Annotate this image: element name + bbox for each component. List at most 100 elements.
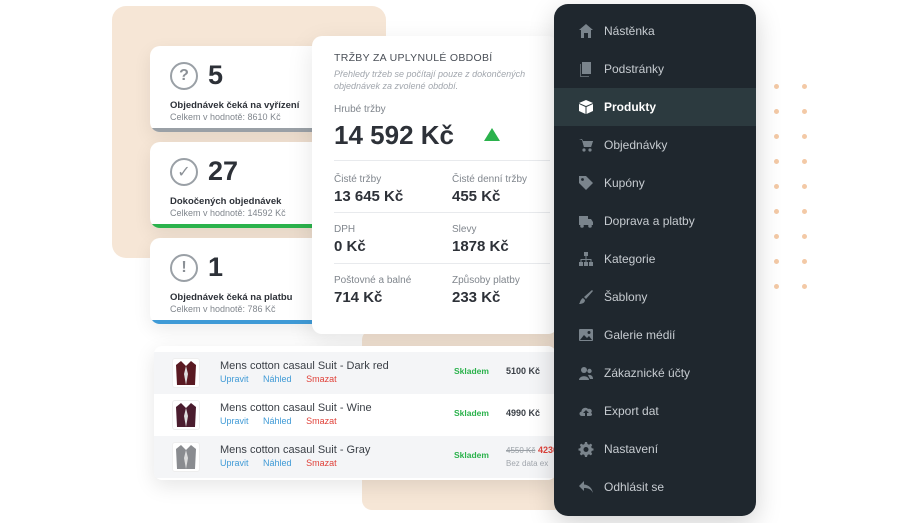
product-thumbnail[interactable] — [172, 358, 200, 388]
cell-value: 13 645 Kč — [334, 188, 404, 205]
decor-dot — [774, 234, 779, 239]
sidebar-item-11[interactable]: Export dat — [554, 392, 756, 430]
delete-link[interactable]: Smazat — [306, 458, 337, 468]
preview-link[interactable]: Náhled — [263, 416, 292, 426]
sales-title: TRŽBY ZA UPLYNULÉ OBDOBÍ — [334, 52, 493, 64]
cell-label: Čisté denní tržby — [452, 174, 528, 185]
cloud-upload-icon — [578, 403, 594, 419]
sidebar-item-2[interactable]: Podstránky — [554, 50, 756, 88]
sidebar-item-label: Kupóny — [604, 176, 645, 190]
sidebar-item-9[interactable]: Galerie médií — [554, 316, 756, 354]
gear-icon — [578, 441, 594, 457]
decor-dot — [802, 159, 807, 164]
edit-link[interactable]: Upravit — [220, 458, 249, 468]
suit-icon — [176, 403, 196, 427]
product-list: Mens cotton casaul Suit - Dark red Uprav… — [154, 346, 556, 480]
sidebar-item-13[interactable]: Odhlásit se — [554, 468, 756, 506]
cell-value: 233 Kč — [452, 289, 501, 306]
preview-link[interactable]: Náhled — [263, 458, 292, 468]
cell-value: 714 Kč — [334, 289, 383, 306]
users-icon — [578, 365, 594, 381]
suit-icon — [176, 445, 196, 469]
cell-label: DPH — [334, 224, 356, 235]
edit-link[interactable]: Upravit — [220, 374, 249, 384]
sales-cell-discounts: Slevy 1878 Kč — [452, 224, 562, 255]
stat-number: 27 — [208, 156, 239, 186]
decor-dot — [774, 159, 779, 164]
table-row[interactable]: Mens cotton casaul Suit - Wine Upravit N… — [154, 394, 556, 436]
sidebar-item-label: Odhlásit se — [604, 480, 665, 494]
row-actions: Upravit Náhled Smazat — [220, 416, 349, 426]
decor-dot — [774, 84, 779, 89]
stat-card-completed[interactable]: ✓ 27 Dokočených objednávek Celkem v hodn… — [150, 142, 330, 228]
sales-cell-shipping: Poštovné a balné 714 Kč — [334, 275, 444, 306]
exclamation-circle-icon: ! — [170, 254, 198, 282]
table-row[interactable]: Mens cotton casaul Suit - Dark red Uprav… — [154, 352, 556, 394]
delete-link[interactable]: Smazat — [306, 416, 337, 426]
sidebar-item-label: Doprava a platby — [604, 214, 695, 228]
cell-label: Způsoby platby — [452, 275, 520, 286]
sidebar-item-3[interactable]: Produkty — [554, 88, 756, 126]
cell-label: Čisté tržby — [334, 174, 382, 185]
decor-dot — [774, 259, 779, 264]
sales-panel: TRŽBY ZA UPLYNULÉ OBDOBÍ Přehledy tržeb … — [312, 36, 558, 334]
sidebar-item-4[interactable]: Objednávky — [554, 126, 756, 164]
sidebar-item-7[interactable]: Kategorie — [554, 240, 756, 278]
decor-dot — [802, 209, 807, 214]
sidebar-item-12[interactable]: Nastavení — [554, 430, 756, 468]
product-price: 4990 Kč — [506, 408, 541, 418]
decor-dot — [802, 234, 807, 239]
suit-icon — [176, 361, 196, 385]
decor-dot — [774, 284, 779, 289]
table-row[interactable]: Mens cotton casaul Suit - Gray Upravit N… — [154, 436, 556, 478]
decor-dot — [774, 209, 779, 214]
product-thumbnail[interactable] — [172, 400, 200, 430]
stock-status: Skladem — [454, 366, 489, 376]
divider — [334, 263, 550, 264]
pages-icon — [578, 61, 594, 77]
sidebar-item-6[interactable]: Doprava a platby — [554, 202, 756, 240]
sidebar-item-1[interactable]: Nástěnka — [554, 12, 756, 50]
sidebar-item-label: Nástěnka — [604, 24, 655, 38]
sidebar-nav: Nástěnka Podstránky Produkty Objednávky Kupó… — [554, 4, 756, 516]
decor-dot — [802, 84, 807, 89]
stat-bar — [150, 320, 330, 324]
sitemap-icon — [578, 251, 594, 267]
sidebar-item-8[interactable]: Šablony — [554, 278, 756, 316]
stat-sub: Celkem v hodnotě: 786 Kč — [170, 304, 276, 314]
box-icon — [578, 99, 594, 115]
sidebar-item-label: Galerie médií — [604, 328, 676, 342]
cart-icon — [578, 137, 594, 153]
stat-label: Objednávek čeká na vyřízení — [170, 100, 300, 111]
sidebar-item-10[interactable]: Zákaznické účty — [554, 354, 756, 392]
preview-link[interactable]: Náhled — [263, 374, 292, 384]
product-name[interactable]: Mens cotton casaul Suit - Wine — [220, 402, 372, 414]
decor-dot — [802, 184, 807, 189]
sales-cell-payment: Způsoby platby 233 Kč — [452, 275, 562, 306]
decor-dot — [774, 109, 779, 114]
product-price: 5100 Kč — [506, 366, 541, 376]
trend-up-icon — [484, 128, 500, 141]
tag-icon — [578, 175, 594, 191]
cell-value: 1878 Kč — [452, 238, 509, 255]
gross-sales-value: 14 592 Kč — [334, 120, 454, 150]
sidebar-item-5[interactable]: Kupóny — [554, 164, 756, 202]
brush-icon — [578, 289, 594, 305]
stat-card-awaiting-payment[interactable]: ! 1 Objednávek čeká na platbu Celkem v h… — [150, 238, 330, 324]
stock-status: Skladem — [454, 450, 489, 460]
delete-link[interactable]: Smazat — [306, 374, 337, 384]
decor-dot — [802, 134, 807, 139]
row-actions: Upravit Náhled Smazat — [220, 374, 349, 384]
stat-card-pending[interactable]: ? 5 Objednávek čeká na vyřízení Celkem v… — [150, 46, 330, 132]
old-price: 4550 Kč — [506, 446, 536, 455]
edit-link[interactable]: Upravit — [220, 416, 249, 426]
stat-number: 1 — [208, 252, 224, 282]
product-name[interactable]: Mens cotton casaul Suit - Gray — [220, 444, 371, 456]
decor-dot — [802, 284, 807, 289]
product-thumbnail[interactable] — [172, 442, 200, 472]
stat-bar — [150, 224, 330, 228]
cell-label: Poštovné a balné — [334, 275, 412, 286]
sale-price: 4230 — [538, 445, 556, 455]
product-name[interactable]: Mens cotton casaul Suit - Dark red — [220, 360, 389, 372]
check-circle-icon: ✓ — [170, 158, 198, 186]
